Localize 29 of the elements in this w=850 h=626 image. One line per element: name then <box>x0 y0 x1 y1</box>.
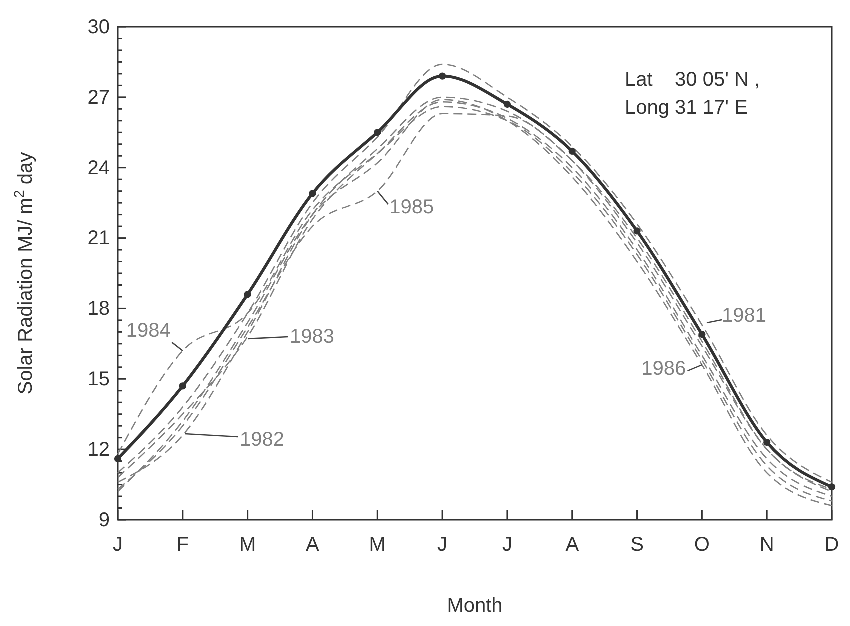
x-tick-label: J <box>113 534 123 556</box>
annotation: Long 31 17' E <box>625 97 748 119</box>
series-label: 1984 <box>126 320 171 342</box>
x-tick-label: M <box>369 534 386 556</box>
y-tick-label: 15 <box>88 368 110 391</box>
x-axis-title: Month <box>447 595 503 617</box>
x-tick-label: J <box>502 534 512 556</box>
x-tick-label: S <box>630 534 644 556</box>
y-tick-label: 9 <box>98 509 110 532</box>
y-tick-label: 21 <box>88 228 110 250</box>
x-tick-label: D <box>824 534 840 556</box>
x-tick-label: A <box>566 534 580 556</box>
text: 1982 <box>240 429 284 451</box>
series-label: 1986 <box>642 358 686 380</box>
y-tick-label: 12 <box>88 438 110 461</box>
y-tick-label: 27 <box>88 86 110 109</box>
series-label: 1981 <box>722 305 766 327</box>
series-label: 1983 <box>290 326 334 348</box>
y-tick-label: 30 <box>88 16 110 38</box>
y-tick-label: 18 <box>88 298 110 320</box>
x-tick-label: M <box>239 534 256 556</box>
x-tick-label: J <box>438 534 448 556</box>
annotation: Lat 30 05' N , <box>625 69 760 91</box>
x-tick-label: O <box>694 534 710 556</box>
y-tick-label: 24 <box>88 157 110 180</box>
x-tick-label: N <box>760 534 774 556</box>
series-label: 1985 <box>390 196 434 218</box>
x-tick-label: A <box>306 534 320 556</box>
x-tick-label: F <box>176 534 190 556</box>
